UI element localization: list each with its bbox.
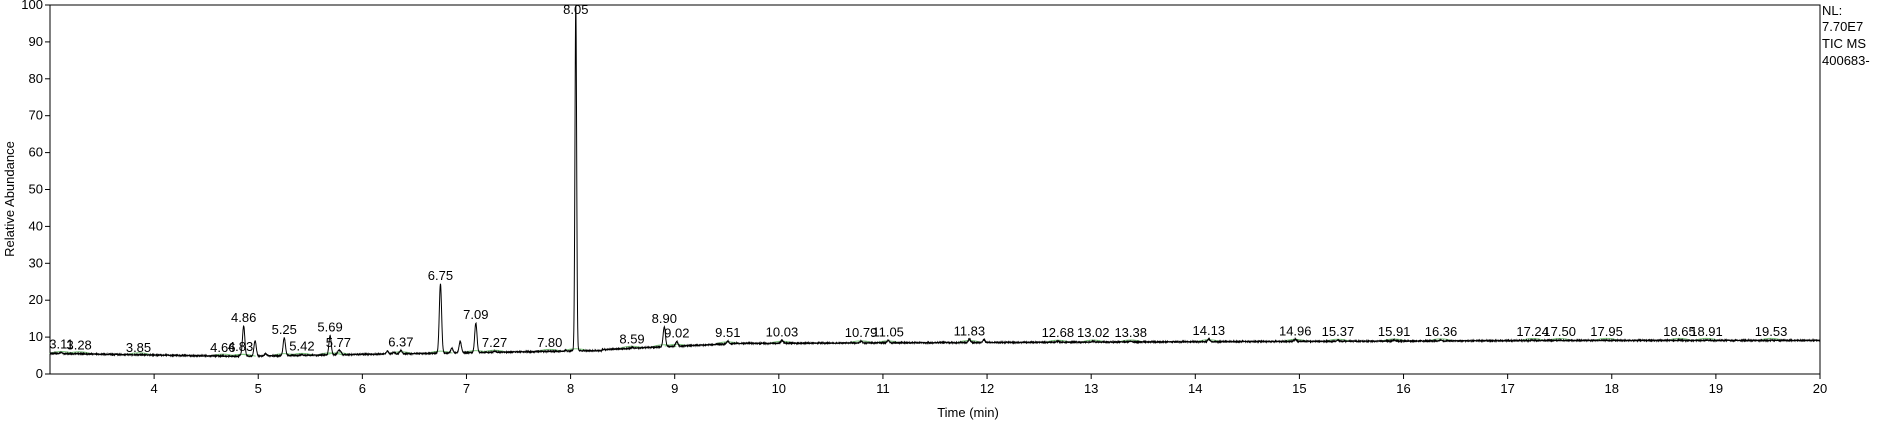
y-tick-label: 20 bbox=[29, 292, 43, 307]
peak-label: 16.36 bbox=[1425, 324, 1458, 339]
peak-label: 6.37 bbox=[388, 334, 413, 349]
peak-label: 3.11 bbox=[49, 337, 73, 352]
peak-label: 4.66 bbox=[210, 340, 235, 355]
peak-label: 10.03 bbox=[766, 324, 799, 339]
x-axis-ticks: 4 5 6 7 8 9 10 11 12 13 14 15 16 17 18 19 20 bbox=[151, 374, 1827, 396]
y-tick-label: 30 bbox=[29, 255, 43, 270]
peak-label: 8.05 bbox=[563, 2, 588, 17]
x-tick-label: 15 bbox=[1292, 381, 1306, 396]
peak-label: 5.42 bbox=[289, 338, 314, 353]
x-tick-label: 11 bbox=[876, 381, 890, 396]
x-tick-label: 9 bbox=[671, 381, 678, 396]
peak-label: 3.85 bbox=[126, 340, 151, 355]
scan-filter: TIC MS bbox=[1822, 36, 1867, 51]
y-tick-label: 40 bbox=[29, 218, 43, 233]
x-tick-label: 12 bbox=[980, 381, 994, 396]
x-tick-label: 20 bbox=[1813, 381, 1827, 396]
x-tick-label: 17 bbox=[1500, 381, 1514, 396]
peak-label: 5.77 bbox=[326, 335, 351, 350]
y-tick-label: 10 bbox=[29, 329, 43, 344]
peak-label: 8.59 bbox=[619, 331, 644, 346]
peak-label: 13.02 bbox=[1077, 325, 1110, 340]
peak-label: 7.80 bbox=[537, 335, 562, 350]
x-tick-label: 16 bbox=[1396, 381, 1410, 396]
peak-label: 4.86 bbox=[231, 310, 256, 325]
peak-label: 4.83 bbox=[228, 339, 253, 354]
peak-label: 11.05 bbox=[872, 324, 904, 339]
peak-label: 7.09 bbox=[463, 307, 488, 322]
peak-label: 6.75 bbox=[428, 268, 453, 283]
y-tick-label: 90 bbox=[29, 34, 43, 49]
axes bbox=[49, 4, 1821, 375]
nl-value: 7.70E7 bbox=[1822, 19, 1864, 34]
x-tick-label: 19 bbox=[1709, 381, 1723, 396]
tic-trace bbox=[49, 5, 1821, 359]
peak-label: 5.69 bbox=[317, 320, 342, 335]
peak-label: 17.95 bbox=[1590, 324, 1623, 339]
x-tick-label: 5 bbox=[255, 381, 262, 396]
x-tick-label: 10 bbox=[772, 381, 786, 396]
y-axis-ticks: 0 10 20 30 40 50 60 70 80 90 100 bbox=[21, 0, 50, 381]
peak-label: 14.96 bbox=[1279, 323, 1312, 338]
peak-label: 10.79 bbox=[845, 325, 878, 340]
y-tick-label: 100 bbox=[21, 0, 43, 12]
peak-labels: 3.113.28 3.85 4.664.83 4.86 5.255.425.695.77… bbox=[49, 2, 1787, 355]
peak-label: 9.51 bbox=[715, 325, 740, 340]
x-axis-label: Time (min) bbox=[937, 405, 999, 420]
x-tick-label: 14 bbox=[1188, 381, 1202, 396]
y-tick-label: 50 bbox=[29, 182, 43, 197]
sample-name: 400683- bbox=[1822, 53, 1870, 68]
peak-label: 15.91 bbox=[1378, 324, 1411, 339]
x-tick-label: 4 bbox=[151, 381, 158, 396]
y-tick-label: 60 bbox=[29, 145, 43, 160]
peak-label: 17.24 bbox=[1516, 324, 1549, 339]
peak-label: 13.38 bbox=[1114, 325, 1147, 340]
peak-label: 14.13 bbox=[1193, 323, 1226, 338]
peak-label: 8.90 bbox=[652, 311, 677, 326]
x-tick-label: 13 bbox=[1084, 381, 1098, 396]
peak-label: 5.25 bbox=[272, 322, 297, 337]
peak-label: 9.02 bbox=[664, 326, 689, 341]
peak-label: 3.28 bbox=[66, 338, 91, 353]
x-tick-label: 8 bbox=[567, 381, 574, 396]
x-tick-label: 18 bbox=[1605, 381, 1619, 396]
y-axis-label: Relative Abundance bbox=[2, 141, 17, 257]
peak-label: 19.53 bbox=[1755, 324, 1788, 339]
x-tick-label: 6 bbox=[359, 381, 366, 396]
y-tick-label: 0 bbox=[36, 366, 43, 381]
y-tick-label: 70 bbox=[29, 108, 43, 123]
peak-label: 11.83 bbox=[954, 323, 986, 338]
nl-label: NL: bbox=[1822, 3, 1843, 18]
peak-label: 18.91 bbox=[1690, 324, 1723, 339]
plot-frame bbox=[49, 4, 1821, 375]
peak-label: 7.27 bbox=[482, 335, 507, 350]
x-tick-label: 7 bbox=[463, 381, 470, 396]
peak-label: 18.65 bbox=[1663, 324, 1696, 339]
peak-label: 15.37 bbox=[1322, 324, 1355, 339]
y-tick-label: 80 bbox=[29, 71, 43, 86]
peak-label: 12.68 bbox=[1042, 325, 1075, 340]
peak-label: 17.50 bbox=[1543, 324, 1576, 339]
